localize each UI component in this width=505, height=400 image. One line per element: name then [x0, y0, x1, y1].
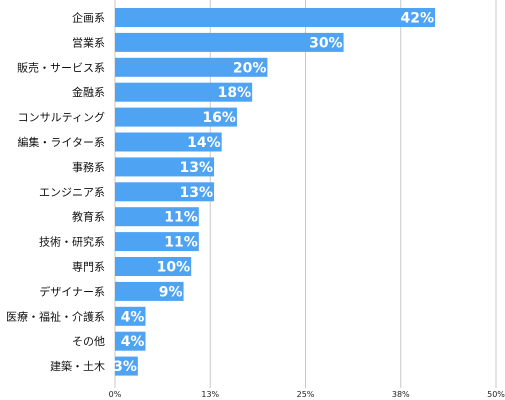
category-label: コンサルティング: [18, 110, 105, 124]
category-label: 技術・研究系: [39, 235, 105, 249]
category-label: 教育系: [72, 210, 105, 224]
bar: [115, 207, 199, 227]
data-label: 13%: [180, 160, 214, 176]
bar: [115, 157, 215, 177]
category-label: 販売・サービス系: [17, 61, 105, 74]
category-labels: 企画系営業系販売・サービス系金融系コンサルティング編集・ライター系事務系エンジニ…: [6, 11, 105, 374]
category-label: 営業系: [72, 35, 105, 49]
data-label: 18%: [218, 85, 252, 101]
bar: [115, 257, 192, 276]
x-tick-label: 50%: [487, 390, 505, 399]
bar: [115, 356, 138, 376]
x-axis-tick-labels: 0% 13% 25% 38% 50%: [109, 390, 505, 399]
data-label: 11%: [164, 235, 198, 251]
bar: [115, 182, 215, 202]
bar: [115, 57, 268, 77]
value-labels: 42% 30% 20% 18% 16% 14% 13% 13% 11% 11% 10% 9% 4% 4% 3…: [113, 11, 434, 376]
data-label: 30%: [309, 35, 343, 51]
bar: [115, 331, 146, 351]
category-label: エンジニア系: [39, 186, 105, 199]
data-label: 10%: [157, 260, 191, 276]
bar: [115, 8, 436, 27]
bar: [115, 32, 344, 52]
data-label: 13%: [180, 185, 214, 201]
category-label: デザイナー系: [39, 284, 105, 298]
bar: [115, 82, 253, 102]
category-label: その他: [72, 335, 105, 348]
bars: [115, 8, 436, 376]
data-label: 11%: [164, 210, 198, 226]
category-label: 事務系: [72, 160, 105, 174]
category-label: 医療・福祉・介護系: [6, 309, 105, 323]
category-label: 建築・土木: [50, 359, 105, 373]
data-label: 9%: [159, 284, 183, 300]
category-label: 専門系: [72, 261, 105, 274]
bar: [115, 306, 146, 326]
bar: [115, 107, 237, 127]
data-label: 4%: [121, 334, 145, 350]
x-tick-label: 0%: [109, 390, 122, 399]
category-label: 金融系: [72, 85, 105, 99]
category-label: 企画系: [72, 11, 105, 25]
bar: [115, 132, 222, 152]
bar: [115, 281, 184, 301]
category-label: 編集・ライター系: [17, 135, 105, 149]
bar: [115, 232, 199, 252]
data-label: 42%: [401, 11, 435, 27]
data-label: 3%: [113, 359, 137, 375]
data-label: 4%: [121, 309, 145, 325]
data-label: 20%: [233, 60, 267, 76]
data-label: 14%: [187, 135, 221, 151]
x-tick-label: 25%: [297, 390, 315, 399]
x-tick-label: 38%: [392, 390, 410, 399]
data-label: 16%: [202, 110, 236, 126]
x-tick-label: 13%: [201, 390, 219, 399]
